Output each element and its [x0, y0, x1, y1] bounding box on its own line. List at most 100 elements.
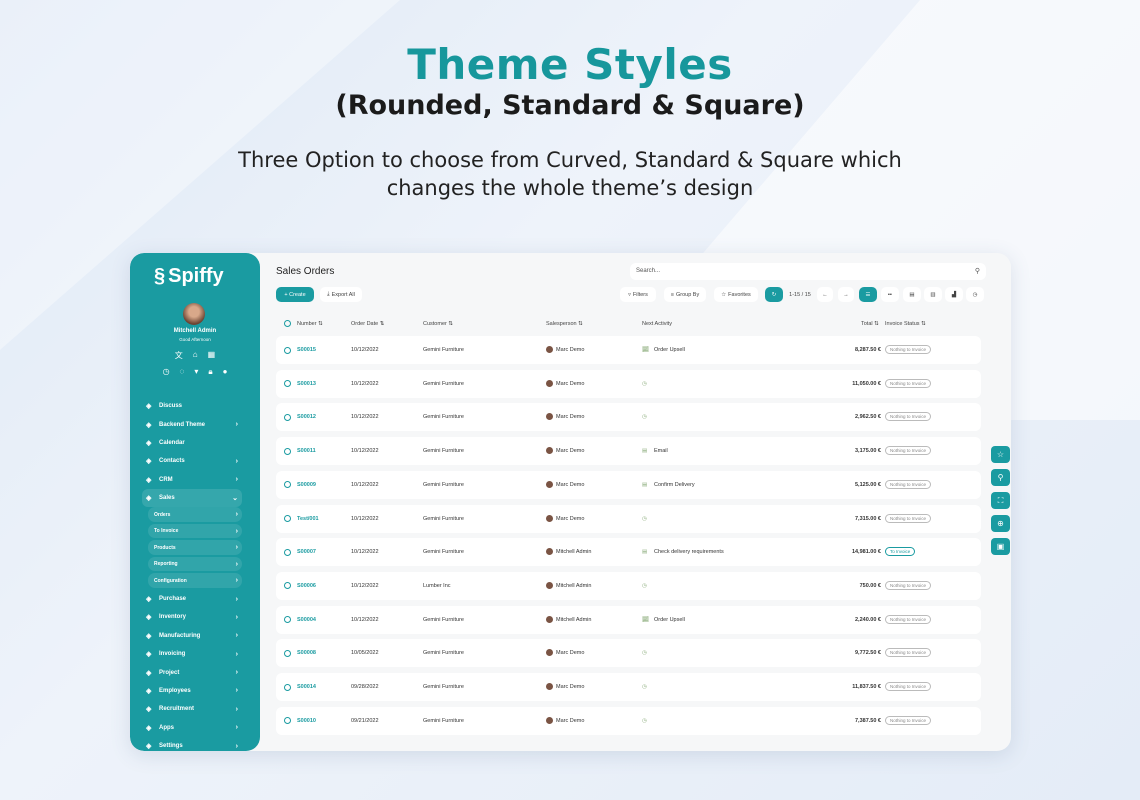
order-number[interactable]: S00012	[297, 414, 316, 421]
sidebar-subitem[interactable]: Orders ›	[148, 507, 242, 522]
sidebar-item-calendar[interactable]: ◈ Calendar	[142, 434, 242, 452]
sidebar-item-backend-theme[interactable]: ◈ Backend Theme ›	[142, 415, 242, 433]
sidebar-item-recruitment[interactable]: ◈ Recruitment ›	[142, 700, 242, 718]
column-total[interactable]: Total ⇅	[861, 321, 879, 327]
activity-view-button[interactable]: ◷	[966, 287, 984, 302]
table-row[interactable]: S00014 09/28/2022 Gemini Furniture Marc …	[276, 673, 981, 701]
table-row[interactable]: S00008 10/05/2022 Gemini Furniture Marc …	[276, 639, 981, 668]
activity-icon[interactable]: ◷	[642, 515, 647, 522]
activity-icon[interactable]: ◷	[642, 650, 647, 657]
row-checkbox[interactable]	[284, 683, 291, 691]
sidebar-item-employees[interactable]: ◈ Employees ›	[142, 682, 242, 700]
row-checkbox[interactable]	[284, 649, 291, 657]
sidebar-item-invoicing[interactable]: ◈ Invoicing ›	[142, 645, 242, 663]
avatar[interactable]	[183, 303, 205, 325]
activity-icon[interactable]: ▤	[642, 549, 648, 556]
select-all-checkbox[interactable]	[284, 320, 291, 327]
activity-icon[interactable]: ◷	[642, 414, 647, 421]
row-checkbox[interactable]	[284, 616, 291, 624]
favorites-button[interactable]: ☆ Favorites	[714, 287, 758, 302]
translate-icon[interactable]: 文	[174, 351, 183, 360]
list-view-button[interactable]: ☰	[859, 287, 877, 302]
order-number[interactable]: S00006	[297, 582, 316, 589]
activity-icon[interactable]: ◷	[642, 582, 647, 589]
star-button[interactable]: ☆	[991, 446, 1010, 463]
search-icon[interactable]: ⚲	[974, 268, 980, 275]
messages-icon[interactable]: ◌	[179, 367, 185, 376]
filters-button[interactable]: ▿ Filters	[620, 287, 656, 302]
table-row[interactable]: S00013 10/12/2022 Gemini Furniture Marc …	[276, 369, 981, 398]
prev-page-button[interactable]: ←	[817, 287, 833, 302]
sidebar-item-inventory[interactable]: ◈ Inventory ›	[142, 608, 242, 626]
table-row[interactable]: S00015 10/12/2022 Gemini Furniture Marc …	[276, 336, 981, 364]
sidebar-item-sales[interactable]: ◈ Sales ⌄	[142, 488, 242, 508]
activity-icon[interactable]: ◷	[162, 367, 170, 376]
sidebar-item-manufacturing[interactable]: ◈ Manufacturing ›	[142, 627, 242, 645]
search-input[interactable]: Search... ⚲	[630, 263, 986, 280]
activity-icon[interactable]: ◷	[642, 380, 647, 387]
activity-icon[interactable]: ▤	[642, 448, 648, 455]
activity-icon[interactable]: 📈︎	[642, 616, 649, 623]
order-number[interactable]: S00014	[297, 684, 316, 690]
activity-icon[interactable]: ▤	[642, 481, 648, 488]
order-number[interactable]: S00009	[297, 481, 316, 488]
order-number[interactable]: S00008	[297, 650, 316, 657]
table-row[interactable]: S00011 10/12/2022 Gemini Furniture Marc …	[276, 437, 981, 466]
search-button[interactable]: ⚲	[991, 469, 1010, 486]
table-row[interactable]: Test/001 10/12/2022 Gemini Furniture Mar…	[276, 504, 981, 533]
order-number[interactable]: S00010	[297, 717, 316, 724]
group-by-button[interactable]: ≡ Group By	[664, 287, 706, 302]
sidebar-item-purchase[interactable]: ◈ Purchase ›	[142, 590, 242, 608]
row-checkbox[interactable]	[284, 481, 291, 489]
row-checkbox[interactable]	[284, 413, 291, 421]
bulb-icon[interactable]: ●	[222, 367, 228, 376]
layout-icon[interactable]: ▦	[207, 350, 216, 359]
pivot-view-button[interactable]: ▥	[924, 287, 942, 302]
order-number[interactable]: S00013	[297, 380, 316, 387]
sidebar-subitem[interactable]: To Invoice ›	[148, 523, 242, 539]
activity-icon[interactable]: ◷	[642, 684, 647, 690]
sidebar-subitem[interactable]: Reporting ›	[148, 556, 242, 572]
column-customer[interactable]: Customer ⇅	[423, 321, 453, 327]
create-button[interactable]: + Create	[276, 287, 314, 302]
row-checkbox[interactable]	[284, 346, 291, 354]
export-all-button[interactable]: ⤓ Export All	[320, 287, 362, 302]
row-checkbox[interactable]	[284, 548, 291, 556]
order-number[interactable]: S00004	[297, 616, 316, 623]
row-checkbox[interactable]	[284, 447, 291, 455]
order-number[interactable]: S00011	[297, 448, 316, 455]
sidebar-item-apps[interactable]: ◈ Apps ›	[142, 719, 242, 737]
order-number[interactable]: Test/001	[297, 515, 319, 522]
sidebar-item-settings[interactable]: ◈ Settings ›	[142, 737, 242, 751]
lock-icon[interactable]: 🔒︎	[208, 367, 213, 376]
column-salesperson[interactable]: Salesperson ⇅	[546, 321, 583, 327]
activity-icon[interactable]: 📈︎	[642, 347, 649, 353]
sidebar-item-contacts[interactable]: ◈ Contacts ›	[142, 452, 242, 470]
sidebar-item-crm[interactable]: ◈ CRM ›	[142, 471, 242, 489]
row-checkbox[interactable]	[284, 582, 291, 590]
column-number[interactable]: Number ⇅	[297, 321, 323, 327]
order-number[interactable]: S00007	[297, 549, 316, 556]
paint-icon[interactable]: ▾	[194, 367, 199, 376]
calendar-view-button[interactable]: ▤	[903, 287, 921, 302]
row-checkbox[interactable]	[284, 380, 291, 388]
table-row[interactable]: S00010 09/21/2022 Gemini Furniture Marc …	[276, 706, 981, 735]
zoom-button[interactable]: ⊕	[991, 515, 1010, 532]
table-row[interactable]: S00012 10/12/2022 Gemini Furniture Marc …	[276, 403, 981, 432]
sidebar-item-project[interactable]: ◈ Project ›	[142, 663, 242, 681]
table-row[interactable]: S00007 10/12/2022 Gemini Furniture Mitch…	[276, 538, 981, 567]
activity-icon[interactable]: ◷	[642, 717, 647, 724]
building-icon[interactable]: ⌂	[192, 350, 198, 359]
row-checkbox[interactable]	[284, 717, 291, 725]
table-row[interactable]: S00006 10/12/2022 Lumber Inc Mitchell Ad…	[276, 571, 981, 600]
table-row[interactable]: S00004 10/12/2022 Gemini Furniture Mitch…	[276, 605, 981, 634]
table-row[interactable]: S00009 10/12/2022 Gemini Furniture Marc …	[276, 470, 981, 499]
sidebar-subitem[interactable]: Products ›	[148, 540, 242, 555]
next-page-button[interactable]: →	[838, 287, 854, 302]
refresh-button[interactable]: ↻	[765, 287, 783, 302]
bookmark-button[interactable]: ▣	[991, 538, 1010, 555]
sidebar-subitem[interactable]: Configuration ›	[148, 573, 242, 588]
column-invoice-status[interactable]: Invoice Status ⇅	[885, 321, 926, 327]
fullscreen-button[interactable]: ⛶	[991, 492, 1010, 509]
row-checkbox[interactable]	[284, 515, 291, 522]
